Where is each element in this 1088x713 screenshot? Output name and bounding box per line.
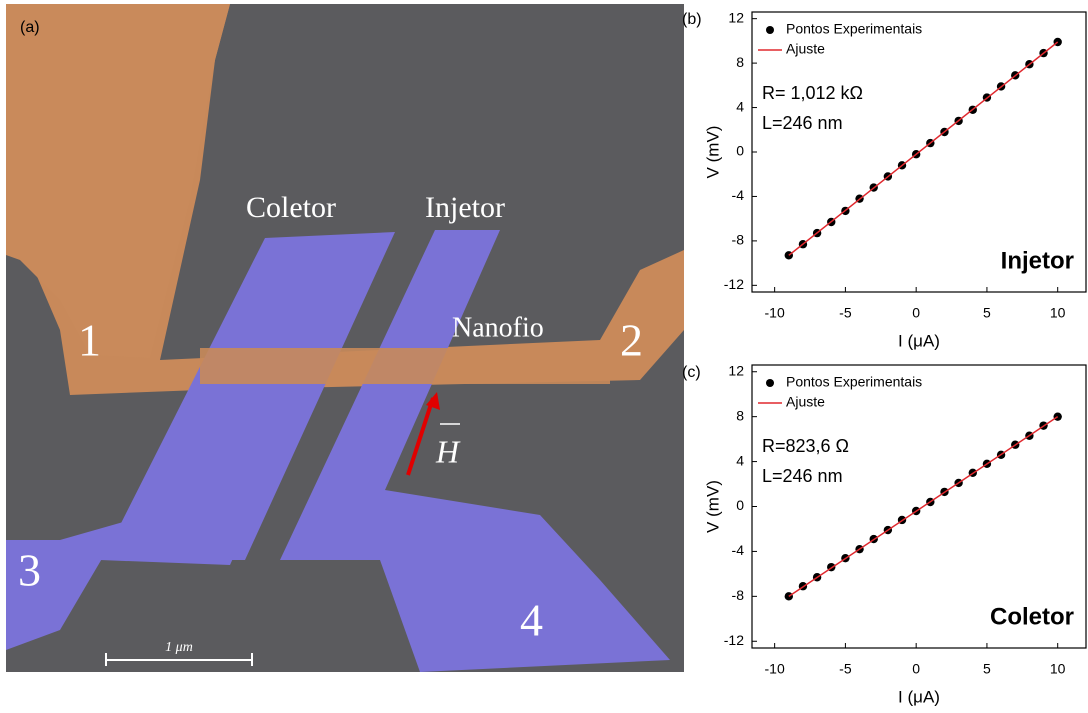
y-tick-label: -4 [732, 542, 745, 558]
electrode-label: Coletor [246, 191, 336, 224]
x-tick-label: 10 [1050, 305, 1066, 321]
electrode-label: Injetor [425, 191, 505, 224]
nanowire [200, 348, 610, 384]
annotation: L=246 nm [762, 466, 843, 486]
y-tick-label: -12 [724, 276, 744, 292]
contact-label: 4 [520, 595, 543, 646]
x-tick-label: 5 [983, 305, 991, 321]
x-tick-label: 0 [912, 661, 920, 677]
y-tick-label: 0 [736, 143, 744, 159]
x-axis-label: I (μA) [898, 331, 940, 350]
contact-label: 2 [620, 315, 643, 366]
y-tick-label: 4 [736, 452, 744, 468]
legend-label: Pontos Experimentais [786, 374, 922, 390]
x-axis-label: I (μA) [898, 687, 940, 706]
contact-label: 3 [18, 545, 41, 596]
fit-line [789, 42, 1058, 255]
y-tick-label: 8 [736, 54, 744, 70]
legend-marker [766, 26, 774, 34]
panel-title: Injetor [1001, 247, 1074, 274]
y-tick-label: -8 [732, 587, 745, 603]
scale-bar-label: 1 μm [165, 640, 193, 655]
y-tick-label: -12 [724, 632, 744, 648]
x-tick-label: -5 [839, 661, 852, 677]
field-label: H [435, 433, 461, 469]
annotation: R= 1,012 kΩ [762, 83, 863, 103]
y-tick-label: 0 [736, 497, 744, 513]
annotation: L=246 nm [762, 113, 843, 133]
y-tick-label: 4 [736, 98, 744, 114]
y-tick-label: -4 [732, 187, 745, 203]
x-tick-label: -10 [765, 305, 785, 321]
x-tick-label: 10 [1050, 661, 1066, 677]
page: {"image": {"panel_label": "(a)", "labels… [0, 0, 1088, 708]
y-axis-label: V (mV) [703, 126, 722, 179]
y-tick-label: 8 [736, 407, 744, 423]
y-tick-label: 12 [728, 9, 744, 25]
y-tick-label: -8 [732, 232, 745, 248]
charts: -12 -8 -4 0 4 8 12 -10 -5 0 5 10 I (μA) V (mV) (b) R= 1… [682, 9, 1086, 706]
sem-image: (a) Coletor Injetor Nanofio 1 2 3 4 1 μm… [6, 4, 684, 672]
panel-label: (a) [20, 19, 40, 36]
panel-label: (b) [682, 11, 702, 28]
x-tick-label: -10 [765, 661, 785, 677]
x-tick-label: -5 [839, 305, 852, 321]
data-point [1053, 412, 1061, 420]
nanowire-label: Nanofio [452, 312, 544, 343]
contact-label: 1 [78, 315, 101, 366]
y-tick-label: 12 [728, 362, 744, 378]
y-axis-label: V (mV) [703, 480, 722, 533]
legend-marker [766, 379, 774, 387]
legend-label: Ajuste [786, 394, 825, 410]
figure: (a) Coletor Injetor Nanofio 1 2 3 4 1 μm… [0, 0, 1088, 708]
panel-title: Coletor [990, 603, 1074, 630]
legend-label: Ajuste [786, 41, 825, 57]
annotation: R=823,6 Ω [762, 436, 849, 456]
panel-label: (c) [682, 364, 701, 381]
legend-label: Pontos Experimentais [786, 21, 922, 37]
x-tick-label: 5 [983, 661, 991, 677]
x-tick-label: 0 [912, 305, 920, 321]
